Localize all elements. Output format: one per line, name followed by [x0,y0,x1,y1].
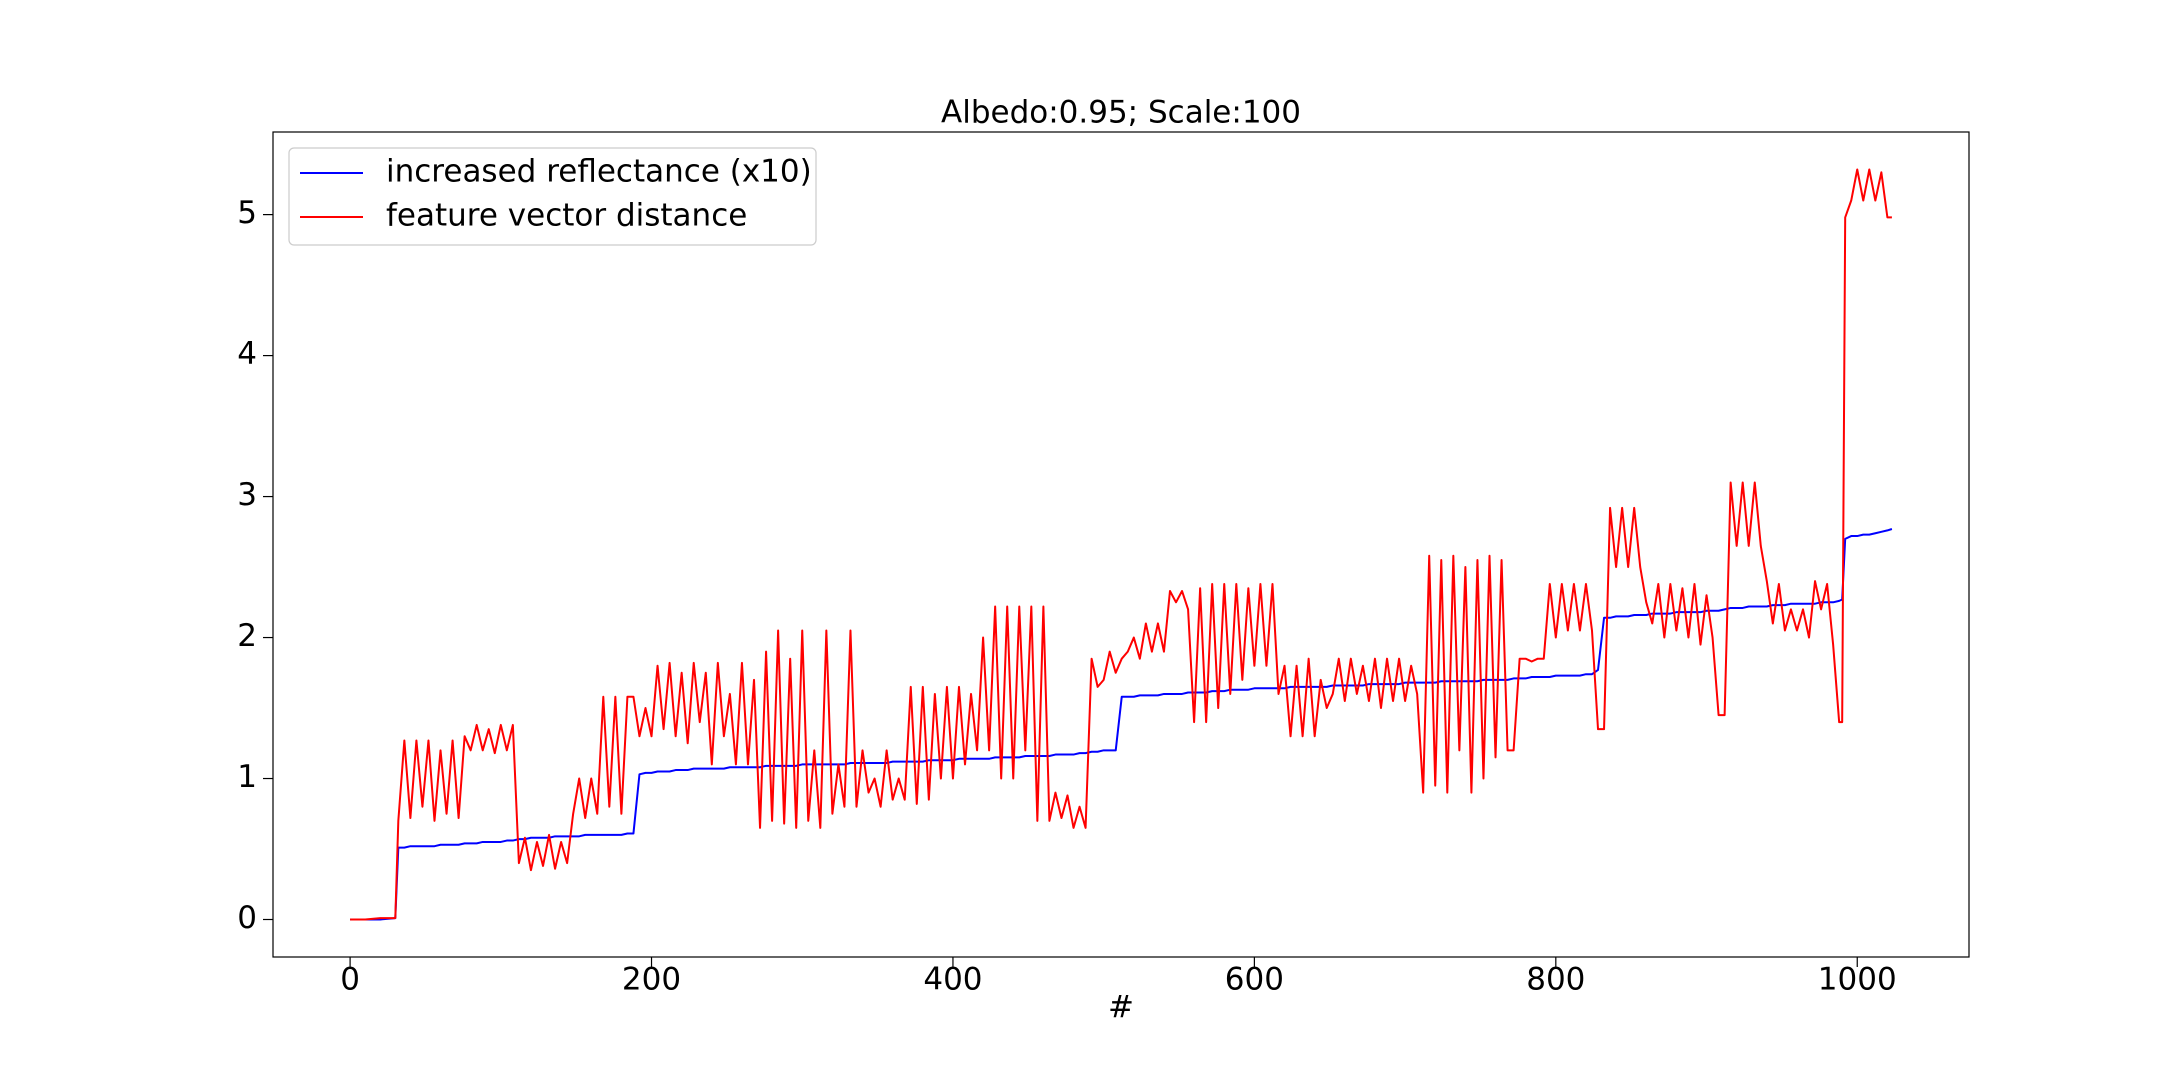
x-tick-label: 0 [340,962,360,998]
x-axis-label: # [1108,990,1134,1026]
y-tick-label: 4 [237,336,257,372]
chart-title: Albedo:0.95; Scale:100 [941,95,1301,131]
x-tick-label: 800 [1526,962,1585,998]
legend-box [288,147,817,246]
x-tick-label: 400 [923,962,982,998]
legend-label: increased reflectance (x10) [386,154,812,190]
data-line [350,528,1893,921]
y-tick-label: 5 [237,195,257,231]
legend-label: feature vector distance [386,198,747,234]
y-tick-label: 2 [237,618,257,654]
x-tick-label: 600 [1225,962,1284,998]
y-tick-label: 3 [237,477,257,513]
y-tick-label: 1 [237,759,257,795]
data-line [350,168,1892,921]
y-tick-label: 0 [237,900,257,936]
x-tick-label: 1000 [1818,962,1897,998]
plot-frame [272,131,1970,958]
x-tick-label: 200 [622,962,681,998]
